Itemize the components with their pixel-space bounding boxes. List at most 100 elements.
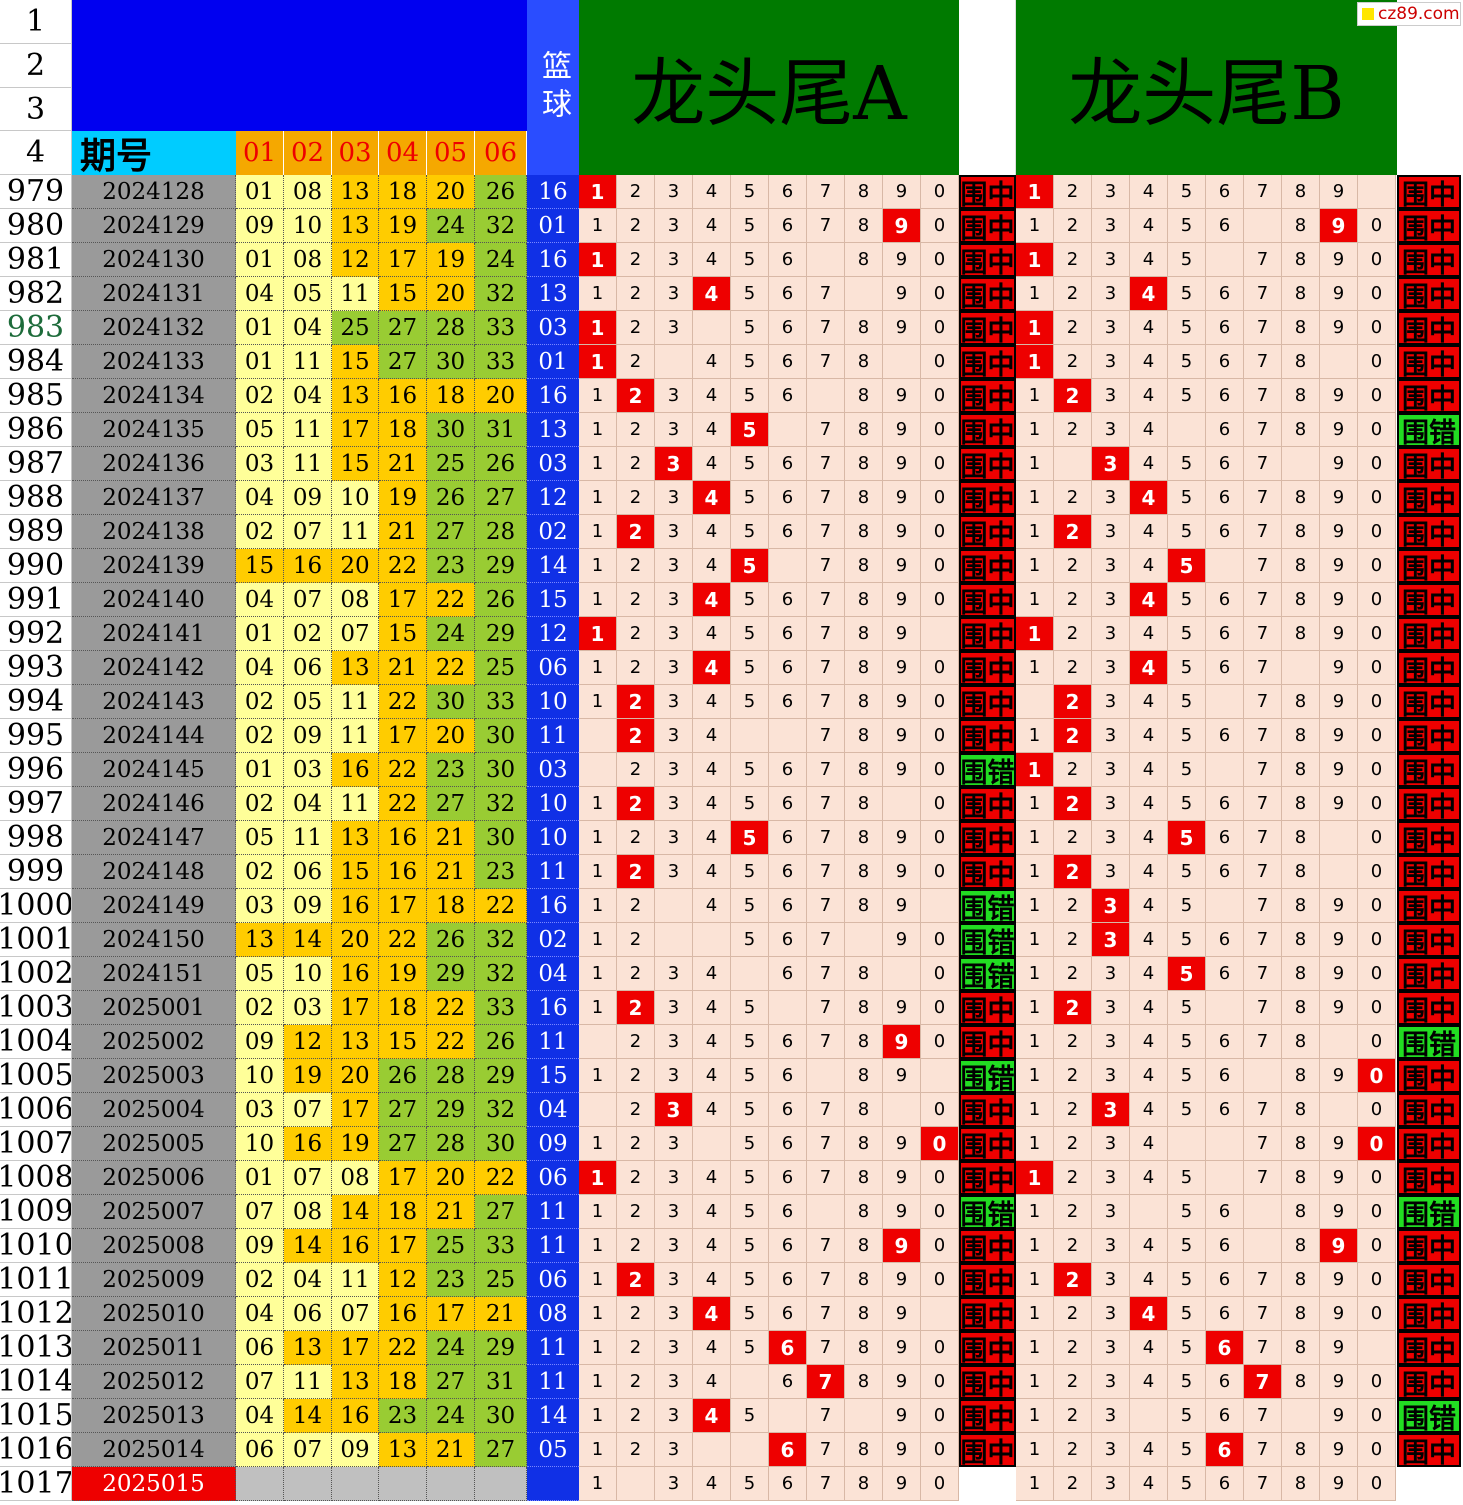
digit-cell-a[interactable] bbox=[693, 923, 731, 957]
blue-ball-cell[interactable]: 15 bbox=[527, 1059, 579, 1093]
digit-cell-a[interactable]: 5 bbox=[731, 651, 769, 685]
number-cell[interactable]: 27 bbox=[379, 1093, 427, 1127]
number-cell[interactable]: 27 bbox=[475, 1433, 527, 1467]
digit-cell-b[interactable]: 7 bbox=[1244, 753, 1282, 787]
digit-cell-a[interactable]: 8 bbox=[845, 1195, 883, 1229]
number-cell[interactable]: 16 bbox=[284, 1127, 332, 1161]
number-cell[interactable]: 17 bbox=[332, 991, 379, 1025]
digit-cell-b[interactable]: 2 bbox=[1054, 481, 1092, 515]
number-cell[interactable]: 33 bbox=[475, 345, 527, 379]
digit-cell-b[interactable] bbox=[1206, 243, 1244, 277]
digit-cell-a[interactable]: 4 bbox=[693, 243, 731, 277]
number-cell[interactable]: 15 bbox=[236, 549, 284, 583]
digit-cell-a[interactable]: 0 bbox=[921, 413, 959, 447]
number-cell[interactable]: 18 bbox=[379, 1195, 427, 1229]
number-cell[interactable]: 27 bbox=[427, 1365, 475, 1399]
number-cell[interactable]: 29 bbox=[427, 1093, 475, 1127]
digit-cell-b[interactable]: 0 bbox=[1358, 753, 1396, 787]
digit-cell-a[interactable] bbox=[579, 753, 617, 787]
number-cell[interactable]: 29 bbox=[475, 1059, 527, 1093]
period-cell[interactable]: 2025013 bbox=[72, 1399, 236, 1433]
digit-cell-a[interactable]: 0 bbox=[921, 651, 959, 685]
digit-cell-a[interactable]: 3 bbox=[655, 311, 693, 345]
digit-cell-a[interactable]: 1 bbox=[579, 1297, 617, 1331]
digit-cell-b[interactable]: 1 bbox=[1016, 787, 1054, 821]
number-cell[interactable]: 18 bbox=[379, 1365, 427, 1399]
hit-digit-b[interactable]: 3 bbox=[1092, 1093, 1130, 1127]
row-header[interactable]: 1003 bbox=[0, 991, 72, 1025]
hit-digit-b[interactable]: 2 bbox=[1054, 1263, 1092, 1297]
digit-cell-b[interactable]: 4 bbox=[1130, 1365, 1168, 1399]
digit-cell-b[interactable]: 3 bbox=[1092, 1433, 1130, 1467]
digit-cell-b[interactable]: 0 bbox=[1358, 1025, 1396, 1059]
number-cell[interactable]: 19 bbox=[427, 243, 475, 277]
number-cell[interactable]: 07 bbox=[236, 1365, 284, 1399]
digit-cell-b[interactable]: 2 bbox=[1054, 1025, 1092, 1059]
digit-cell-a[interactable] bbox=[655, 923, 693, 957]
digit-cell-a[interactable]: 7 bbox=[807, 481, 845, 515]
row-header[interactable]: 989 bbox=[0, 515, 72, 549]
digit-cell-a[interactable]: 9 bbox=[883, 1297, 921, 1331]
number-cell[interactable] bbox=[236, 1467, 284, 1501]
digit-cell-a[interactable]: 7 bbox=[807, 923, 845, 957]
hit-digit-b[interactable]: 1 bbox=[1016, 243, 1054, 277]
digit-cell-a[interactable]: 0 bbox=[921, 1229, 959, 1263]
digit-cell-b[interactable]: 1 bbox=[1016, 855, 1054, 889]
number-cell[interactable]: 03 bbox=[284, 991, 332, 1025]
period-cell[interactable]: 2024138 bbox=[72, 515, 236, 549]
number-cell[interactable]: 01 bbox=[236, 345, 284, 379]
number-cell[interactable]: 19 bbox=[379, 209, 427, 243]
digit-cell-a[interactable]: 3 bbox=[655, 1467, 693, 1501]
number-cell[interactable]: 25 bbox=[427, 447, 475, 481]
digit-cell-b[interactable]: 2 bbox=[1054, 651, 1092, 685]
period-cell[interactable]: 2025006 bbox=[72, 1161, 236, 1195]
hit-digit-b[interactable]: 4 bbox=[1130, 277, 1168, 311]
blue-ball-cell[interactable]: 10 bbox=[527, 787, 579, 821]
number-cell[interactable]: 07 bbox=[284, 1433, 332, 1467]
number-cell[interactable]: 30 bbox=[475, 1399, 527, 1433]
number-cell[interactable]: 04 bbox=[284, 787, 332, 821]
digit-cell-b[interactable]: 1 bbox=[1016, 481, 1054, 515]
period-cell[interactable]: 2025014 bbox=[72, 1433, 236, 1467]
digit-cell-a[interactable]: 3 bbox=[655, 1229, 693, 1263]
row-header[interactable]: 1017 bbox=[0, 1467, 72, 1501]
digit-cell-a[interactable]: 7 bbox=[807, 651, 845, 685]
digit-cell-b[interactable]: 3 bbox=[1092, 719, 1130, 753]
digit-cell-a[interactable]: 7 bbox=[807, 1399, 845, 1433]
number-cell[interactable]: 27 bbox=[427, 515, 475, 549]
hit-digit-b[interactable]: 2 bbox=[1054, 379, 1092, 413]
number-cell[interactable]: 21 bbox=[427, 1195, 475, 1229]
digit-cell-b[interactable]: 8 bbox=[1282, 379, 1320, 413]
row-header[interactable]: 996 bbox=[0, 753, 72, 787]
digit-cell-a[interactable]: 5 bbox=[731, 243, 769, 277]
digit-cell-b[interactable]: 8 bbox=[1282, 1229, 1320, 1263]
number-cell[interactable]: 22 bbox=[427, 651, 475, 685]
hit-digit-a[interactable]: 2 bbox=[617, 515, 655, 549]
digit-cell-a[interactable]: 5 bbox=[731, 1127, 769, 1161]
digit-cell-a[interactable]: 0 bbox=[921, 923, 959, 957]
blue-ball-cell[interactable]: 04 bbox=[527, 957, 579, 991]
number-cell[interactable]: 21 bbox=[427, 821, 475, 855]
number-cell[interactable]: 22 bbox=[475, 1161, 527, 1195]
digit-cell-a[interactable]: 5 bbox=[731, 1059, 769, 1093]
digit-cell-b[interactable]: 4 bbox=[1130, 1467, 1168, 1501]
digit-cell-b[interactable]: 4 bbox=[1130, 379, 1168, 413]
hit-digit-b[interactable]: 6 bbox=[1206, 1331, 1244, 1365]
number-cell[interactable]: 10 bbox=[236, 1127, 284, 1161]
digit-cell-a[interactable]: 4 bbox=[693, 345, 731, 379]
digit-cell-a[interactable]: 2 bbox=[617, 175, 655, 209]
digit-cell-b[interactable]: 8 bbox=[1282, 1433, 1320, 1467]
digit-cell-a[interactable]: 7 bbox=[807, 855, 845, 889]
digit-cell-b[interactable]: 0 bbox=[1358, 1093, 1396, 1127]
digit-cell-b[interactable]: 0 bbox=[1358, 923, 1396, 957]
digit-cell-a[interactable]: 2 bbox=[617, 413, 655, 447]
number-cell[interactable]: 16 bbox=[379, 821, 427, 855]
digit-cell-a[interactable]: 5 bbox=[731, 1399, 769, 1433]
hit-digit-b[interactable]: 4 bbox=[1130, 651, 1168, 685]
hit-digit-b[interactable]: 4 bbox=[1130, 1297, 1168, 1331]
digit-cell-b[interactable]: 2 bbox=[1054, 583, 1092, 617]
digit-cell-b[interactable]: 4 bbox=[1130, 957, 1168, 991]
number-cell[interactable]: 05 bbox=[236, 957, 284, 991]
digit-cell-b[interactable]: 8 bbox=[1282, 923, 1320, 957]
period-cell[interactable]: 2024146 bbox=[72, 787, 236, 821]
